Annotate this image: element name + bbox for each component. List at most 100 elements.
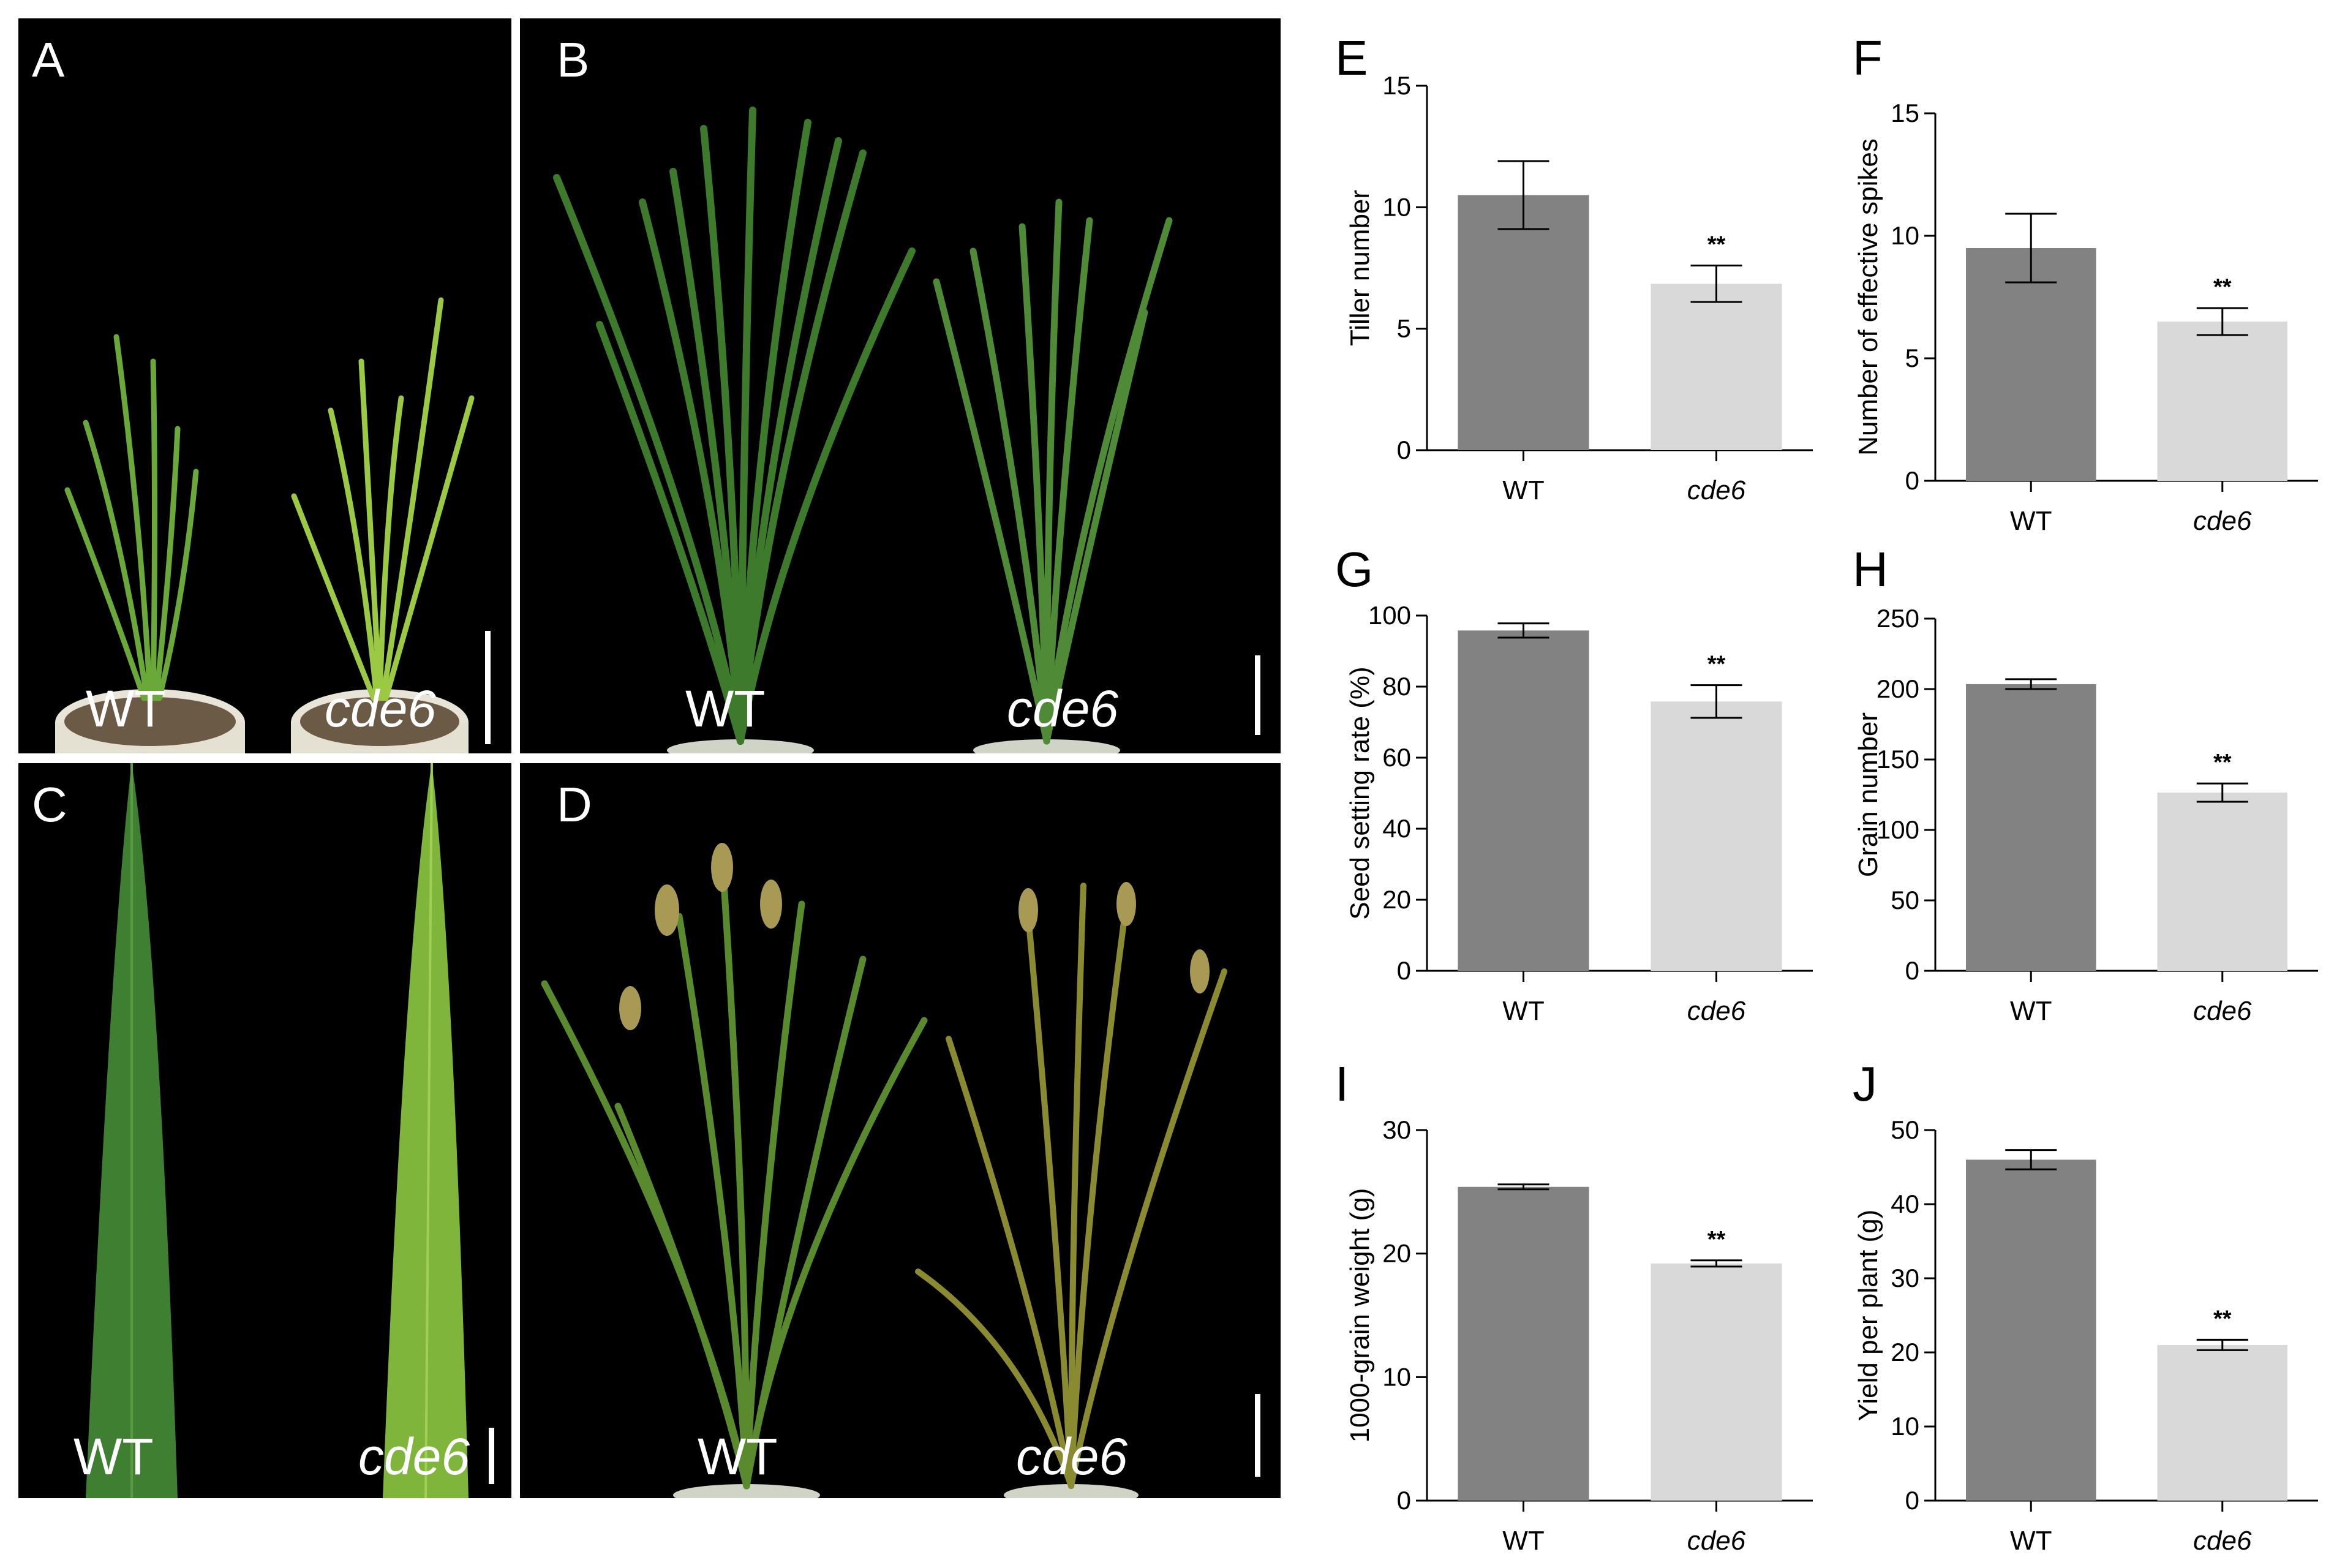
bar-mutant xyxy=(1651,1263,1782,1501)
bar-mutant xyxy=(2157,1344,2287,1501)
y-tick-label: 20 xyxy=(1382,1239,1411,1268)
chart-letter: H xyxy=(1853,542,1888,597)
y-axis-label: Yield per plant (g) xyxy=(1853,1210,1883,1422)
chart-tiller-number: 0 5 10 15 WT cde6 ** Tiller number xyxy=(1345,71,1813,505)
photo-panel-d: D WT cde6 xyxy=(520,763,1281,1498)
significance-label: ** xyxy=(1707,1227,1726,1253)
y-tick-label: 30 xyxy=(1382,1115,1411,1144)
mutant-label: cde6 xyxy=(1007,680,1119,737)
x-tick-label: cde6 xyxy=(2193,1526,2252,1556)
scale-bar xyxy=(1255,655,1260,735)
bar-wt xyxy=(1966,248,2096,481)
wt-label: WT xyxy=(73,1428,154,1485)
significance-label: ** xyxy=(2213,274,2232,300)
y-tick-label: 15 xyxy=(1891,99,1919,127)
photo-panel-b: B WT cde6 xyxy=(520,18,1281,753)
seedling-illustration xyxy=(55,297,475,753)
scale-bar xyxy=(485,631,491,744)
significance-label: ** xyxy=(2213,1306,2232,1332)
y-axis-label: Seed setting rate (%) xyxy=(1345,666,1375,919)
y-axis-label: 1000-grain weight (g) xyxy=(1345,1188,1375,1443)
y-tick-label: 150 xyxy=(1877,745,1919,774)
wt-label: WT xyxy=(685,680,766,737)
photo-panel-c: C WT cde6 xyxy=(18,763,511,1498)
bar-mutant xyxy=(1651,701,1782,971)
x-tick-label: WT xyxy=(1502,996,1544,1026)
y-tick-label: 30 xyxy=(1891,1264,1919,1292)
panel-letter: D xyxy=(557,777,592,832)
bar-wt xyxy=(1966,684,2096,971)
mature-plants-illustration xyxy=(541,843,1227,1498)
mutant-label: cde6 xyxy=(1016,1428,1128,1485)
bar-wt xyxy=(1458,630,1589,971)
chart-seed-setting-rate: 0 20 40 60 80 100 WT cde6 ** Seed setting rate (%… xyxy=(1345,601,1813,1026)
y-tick-label: 0 xyxy=(1905,466,1919,495)
x-tick-label: cde6 xyxy=(2193,996,2252,1026)
x-tick-label: WT xyxy=(2010,996,2052,1026)
bar-mutant xyxy=(2157,322,2287,481)
y-tick-label: 0 xyxy=(1397,956,1411,985)
y-tick-label: 0 xyxy=(1397,1486,1411,1515)
y-tick-label: 0 xyxy=(1905,1486,1919,1515)
x-tick-label: cde6 xyxy=(1687,475,1746,505)
y-tick-label: 200 xyxy=(1877,674,1919,703)
x-tick-label: WT xyxy=(1502,1526,1544,1556)
x-tick-label: WT xyxy=(2010,506,2052,536)
photo-panel-a: A WT cde6 xyxy=(18,18,511,753)
y-tick-label: 60 xyxy=(1382,743,1411,772)
x-tick-label: WT xyxy=(1502,475,1544,505)
y-axis-label: Grain number xyxy=(1853,712,1883,877)
x-tick-label: cde6 xyxy=(2193,506,2252,536)
bar-mutant xyxy=(2157,793,2287,971)
y-tick-label: 80 xyxy=(1382,672,1411,701)
y-axis-label: Number of effective spikes xyxy=(1853,138,1883,456)
y-tick-label: 5 xyxy=(1397,314,1411,343)
x-tick-label: cde6 xyxy=(1687,996,1746,1026)
y-tick-label: 40 xyxy=(1891,1189,1919,1218)
wt-label: WT xyxy=(86,680,166,737)
significance-label: ** xyxy=(2213,750,2232,775)
y-tick-label: 20 xyxy=(1382,885,1411,914)
y-tick-label: 10 xyxy=(1382,192,1411,221)
significance-label: ** xyxy=(1707,652,1726,677)
y-tick-label: 0 xyxy=(1397,435,1411,464)
y-tick-label: 0 xyxy=(1905,956,1919,985)
leaf-illustration xyxy=(86,763,469,1498)
bar-wt xyxy=(1458,195,1589,450)
chart-letter: F xyxy=(1853,31,1883,85)
chart-letter: G xyxy=(1335,542,1374,597)
y-tick-label: 10 xyxy=(1382,1362,1411,1391)
y-tick-label: 50 xyxy=(1891,1115,1919,1144)
scale-bar xyxy=(489,1428,494,1484)
chart-letter: E xyxy=(1335,31,1368,85)
y-axis-label: Tiller number xyxy=(1345,190,1375,346)
x-tick-label: WT xyxy=(2010,1526,2052,1556)
y-tick-label: 40 xyxy=(1382,814,1411,843)
y-tick-label: 15 xyxy=(1382,71,1411,100)
wt-label: WT xyxy=(698,1428,778,1485)
x-tick-label: cde6 xyxy=(1687,1526,1746,1556)
y-tick-label: 250 xyxy=(1877,604,1919,633)
panel-letter: C xyxy=(32,777,67,832)
significance-label: ** xyxy=(1707,232,1726,258)
mutant-label: cde6 xyxy=(325,680,437,737)
y-tick-label: 10 xyxy=(1891,221,1919,250)
chart-effective-spikes: 0 5 10 15 WT cde6 ** Number of effective spikes xyxy=(1853,99,2318,536)
y-tick-label: 50 xyxy=(1891,886,1919,914)
bar-wt xyxy=(1966,1159,2096,1501)
panel-letter: B xyxy=(557,32,590,87)
chart-grain-number: 0 50 100 150 200 250 WT cde6 ** Grain number xyxy=(1853,604,2318,1026)
chart-yield-per-plant: 0 10 20 30 40 50 WT cde6 ** Yield per plant (g) xyxy=(1853,1115,2318,1556)
y-tick-label: 100 xyxy=(1877,815,1919,844)
y-tick-label: 100 xyxy=(1368,601,1411,630)
y-tick-label: 20 xyxy=(1891,1338,1919,1366)
y-tick-label: 10 xyxy=(1891,1412,1919,1441)
mutant-label: cde6 xyxy=(358,1428,470,1485)
bar-mutant xyxy=(1651,284,1782,450)
y-tick-label: 5 xyxy=(1905,344,1919,372)
chart-1000-grain-weight: 0 10 20 30 WT cde6 ** 1000-grain weight (g) xyxy=(1345,1115,1813,1556)
tillering-plants-illustration xyxy=(553,107,1173,753)
panel-letter: A xyxy=(32,32,65,87)
chart-letter: J xyxy=(1853,1057,1877,1111)
bar-wt xyxy=(1458,1186,1589,1501)
